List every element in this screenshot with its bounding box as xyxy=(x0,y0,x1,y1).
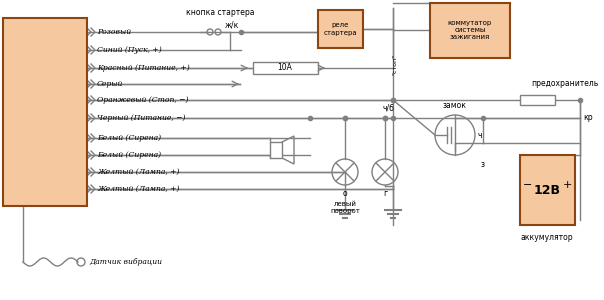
Text: г: г xyxy=(383,189,387,198)
Text: ч/б: ч/б xyxy=(382,103,394,112)
Text: Желтый (Лампа, +): Желтый (Лампа, +) xyxy=(97,168,179,176)
Text: левый
поворот: левый поворот xyxy=(330,201,360,214)
Text: Белый (Сирена): Белый (Сирена) xyxy=(97,134,161,142)
Text: Черный (Питание, −): Черный (Питание, −) xyxy=(97,114,185,122)
Bar xyxy=(3,18,87,206)
Text: ч: ч xyxy=(477,130,481,140)
Text: Датчик вибрации: Датчик вибрации xyxy=(89,258,162,266)
Bar xyxy=(430,3,510,58)
Text: "стоп": "стоп" xyxy=(393,54,397,75)
Text: 12В: 12В xyxy=(533,184,561,196)
Text: о: о xyxy=(342,189,347,198)
Text: Желтый (Лампа, +): Желтый (Лампа, +) xyxy=(97,185,179,193)
Text: аккумулятор: аккумулятор xyxy=(521,233,573,242)
Bar xyxy=(520,95,555,105)
Bar xyxy=(270,142,282,158)
Bar xyxy=(318,10,363,48)
Text: коммутатор
системы
зажигания: коммутатор системы зажигания xyxy=(448,20,492,40)
Text: ж/к: ж/к xyxy=(225,20,239,29)
Text: Серый: Серый xyxy=(97,80,123,88)
Text: замок: замок xyxy=(443,101,467,110)
Text: кр: кр xyxy=(583,113,593,122)
Text: кнопка стартера: кнопка стартера xyxy=(186,8,254,17)
Text: Синий (Пуск, +): Синий (Пуск, +) xyxy=(97,46,162,54)
Text: Белый (Сирена): Белый (Сирена) xyxy=(97,151,161,159)
Text: Розовый: Розовый xyxy=(97,28,131,36)
Text: Красный (Питание, +): Красный (Питание, +) xyxy=(97,64,190,72)
Text: реле
стартера: реле стартера xyxy=(323,22,357,35)
Text: предохранитель: предохранитель xyxy=(532,79,599,88)
Bar xyxy=(253,62,318,74)
Text: з: з xyxy=(481,160,485,169)
Bar xyxy=(520,155,575,225)
Text: −: − xyxy=(523,180,532,190)
Text: 10А: 10А xyxy=(278,64,292,73)
Text: +: + xyxy=(562,180,572,190)
Text: Оранжевый (Стоп, −): Оранжевый (Стоп, −) xyxy=(97,96,188,104)
